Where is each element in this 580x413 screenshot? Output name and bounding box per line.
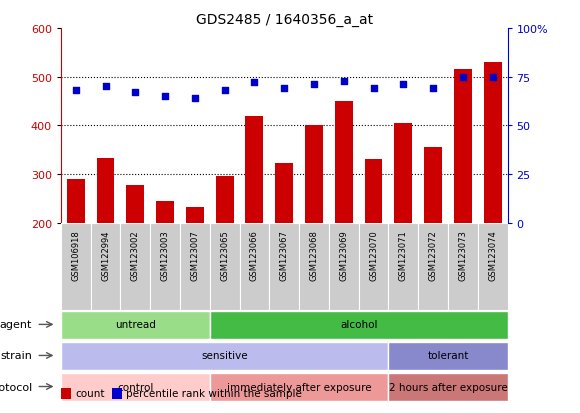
Text: GSM123068: GSM123068 — [310, 230, 318, 281]
Bar — [245, 116, 263, 223]
Bar — [484, 63, 502, 223]
Bar — [418, 223, 448, 310]
Text: GSM123070: GSM123070 — [369, 230, 378, 280]
Bar — [454, 70, 472, 223]
Text: GSM123074: GSM123074 — [488, 230, 497, 280]
Bar — [61, 388, 71, 399]
Bar — [61, 311, 210, 339]
Text: GSM122994: GSM122994 — [101, 230, 110, 280]
Text: percentile rank within the sample: percentile rank within the sample — [126, 389, 302, 399]
Point — [220, 88, 229, 94]
Text: GSM123066: GSM123066 — [250, 230, 259, 281]
Bar — [365, 160, 382, 223]
Bar — [210, 223, 240, 310]
Text: GSM123065: GSM123065 — [220, 230, 229, 280]
Point — [429, 86, 438, 93]
Bar — [180, 223, 210, 310]
Point — [309, 82, 318, 88]
Bar — [389, 223, 418, 310]
Text: GSM106918: GSM106918 — [71, 230, 80, 280]
Text: GSM123002: GSM123002 — [131, 230, 140, 280]
Text: GSM123067: GSM123067 — [280, 230, 289, 281]
Bar — [90, 223, 121, 310]
Bar — [186, 207, 204, 223]
Bar — [61, 373, 210, 401]
Point — [71, 88, 81, 94]
Bar — [478, 223, 508, 310]
Bar — [269, 223, 299, 310]
Bar — [61, 223, 90, 310]
Bar — [305, 126, 323, 223]
Bar — [335, 102, 353, 223]
Text: sensitive: sensitive — [201, 351, 248, 361]
Text: GSM123073: GSM123073 — [458, 230, 467, 281]
Text: GSM123003: GSM123003 — [161, 230, 169, 280]
Bar — [448, 223, 478, 310]
Bar — [150, 223, 180, 310]
Title: GDS2485 / 1640356_a_at: GDS2485 / 1640356_a_at — [195, 12, 373, 26]
Bar — [389, 373, 508, 401]
Bar — [358, 223, 389, 310]
Text: 2 hours after exposure: 2 hours after exposure — [389, 382, 508, 392]
Point — [250, 80, 259, 87]
Point — [130, 90, 140, 96]
Bar — [97, 159, 114, 223]
Text: GSM123069: GSM123069 — [339, 230, 348, 280]
Bar — [276, 164, 293, 223]
Text: strain: strain — [0, 351, 32, 361]
Bar — [394, 123, 412, 223]
Bar — [126, 186, 144, 223]
Text: GSM123072: GSM123072 — [429, 230, 437, 280]
Text: alcohol: alcohol — [340, 320, 378, 330]
Point — [369, 86, 378, 93]
Bar — [216, 177, 234, 223]
Bar — [156, 202, 174, 223]
Point — [190, 95, 200, 102]
Point — [101, 84, 110, 90]
Bar — [240, 223, 269, 310]
Point — [161, 93, 170, 100]
Bar — [121, 223, 150, 310]
Text: tolerant: tolerant — [427, 351, 469, 361]
Text: immediately after exposure: immediately after exposure — [227, 382, 371, 392]
Bar — [389, 342, 508, 370]
Bar — [67, 179, 85, 223]
Bar — [111, 388, 122, 399]
Point — [280, 86, 289, 93]
Text: agent: agent — [0, 320, 32, 330]
Bar — [61, 342, 389, 370]
Bar — [210, 311, 508, 339]
Point — [488, 74, 497, 81]
Text: count: count — [75, 389, 105, 399]
Text: GSM123007: GSM123007 — [190, 230, 200, 280]
Bar — [210, 373, 389, 401]
Bar — [424, 148, 442, 223]
Point — [339, 78, 349, 85]
Point — [458, 74, 467, 81]
Text: untread: untread — [115, 320, 156, 330]
Text: GSM123071: GSM123071 — [399, 230, 408, 280]
Point — [398, 82, 408, 88]
Bar — [329, 223, 358, 310]
Text: protocol: protocol — [0, 382, 32, 392]
Bar — [299, 223, 329, 310]
Text: control: control — [117, 382, 154, 392]
